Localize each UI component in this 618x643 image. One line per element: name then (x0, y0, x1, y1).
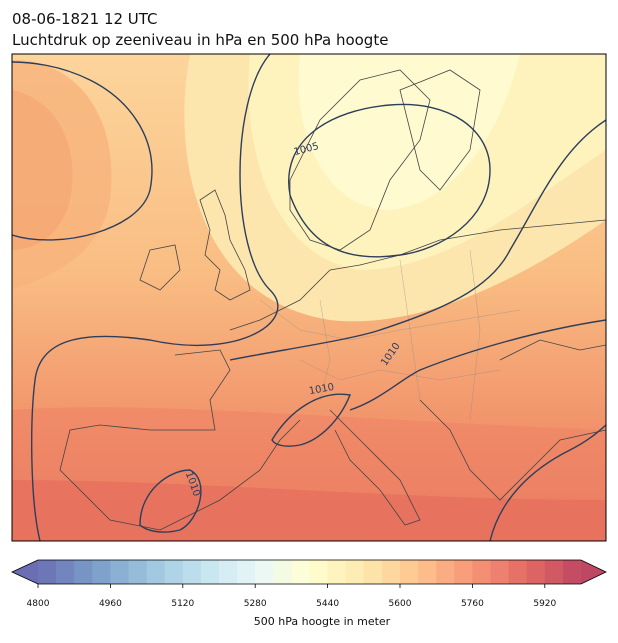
isobar (288, 103, 491, 258)
colorbar-bin (508, 560, 528, 584)
colorbar-bin (273, 560, 292, 584)
coastline (399, 69, 481, 191)
colorbar-bin (363, 560, 383, 584)
colorbar-tick-label: 5120 (171, 599, 194, 609)
coastline (139, 244, 181, 291)
height-band (12, 480, 606, 541)
coastline (499, 339, 606, 361)
isobar (271, 393, 351, 447)
colorbar-bin (436, 560, 455, 584)
colorbar-bin (38, 560, 57, 584)
colorbar-bin (291, 560, 310, 584)
isobar (12, 61, 153, 241)
isobar (31, 54, 279, 541)
colorbar-extend-low (12, 560, 38, 584)
title: 08-06-1821 12 UTC (12, 10, 158, 28)
subtitle: Luchtdruk op zeeniveau in hPa en 500 hPa… (12, 31, 388, 49)
colorbar-label: 500 hPa hoogte in meter (254, 615, 391, 628)
colorbar-outline (11, 559, 607, 585)
colorbar-extend-high (581, 560, 606, 584)
colorbar-bin (472, 560, 491, 584)
colorbar-bin (110, 560, 129, 584)
colorbar-bin (182, 560, 202, 584)
colorbar-bin (454, 560, 473, 584)
coastline (229, 219, 606, 331)
colorbar-bin (544, 560, 564, 584)
colorbar-bin (200, 560, 220, 584)
colorbar-tick-label: 5920 (533, 599, 556, 609)
colorbar-tick-label: 4800 (27, 599, 50, 609)
colorbar-bin (219, 560, 238, 584)
isobar (349, 319, 606, 411)
height-band (12, 90, 73, 250)
contour-label: 1010 (308, 382, 335, 397)
colorbar-bin (164, 560, 184, 584)
coastline (289, 69, 431, 251)
colorbar-bin (490, 560, 510, 584)
colorbar-tick-label: 5280 (244, 599, 267, 609)
colorbar-bin (526, 560, 546, 584)
coastline (329, 409, 421, 526)
colorbar-tick-label: 5440 (316, 599, 339, 609)
colorbar-bin (74, 560, 93, 584)
colorbar-bin (327, 560, 347, 584)
colorbar-bin (255, 560, 274, 584)
colorbar: 4800 4960 5120 5280 5440 5600 5760 5920 (11, 559, 607, 609)
colorbar-bin (128, 560, 148, 584)
colorbar-bin (418, 560, 437, 584)
isobar (489, 424, 606, 541)
map-frame (11, 53, 607, 542)
country-border (259, 249, 521, 421)
colorbar-tick-label: 4960 (99, 599, 122, 609)
colorbar-tick-label: 5760 (461, 599, 484, 609)
colorbar-bin (345, 560, 365, 584)
isobar (229, 119, 606, 361)
colorbar-bin (400, 560, 419, 584)
colorbar-bin (56, 560, 75, 584)
colorbar-bin (309, 560, 329, 584)
colorbar-bin (92, 560, 111, 584)
colorbar-bin (381, 560, 401, 584)
height-band (298, 54, 520, 210)
colorbar-bin (562, 560, 582, 584)
coastline (59, 349, 301, 531)
map: 1005 1010 1010 1010 (12, 54, 606, 541)
isobar (139, 469, 202, 533)
colorbar-tick-label: 5600 (389, 599, 412, 609)
coastline (199, 189, 251, 301)
coastline (419, 399, 606, 501)
colorbar-bin (146, 560, 166, 584)
colorbar-bin (237, 560, 256, 584)
